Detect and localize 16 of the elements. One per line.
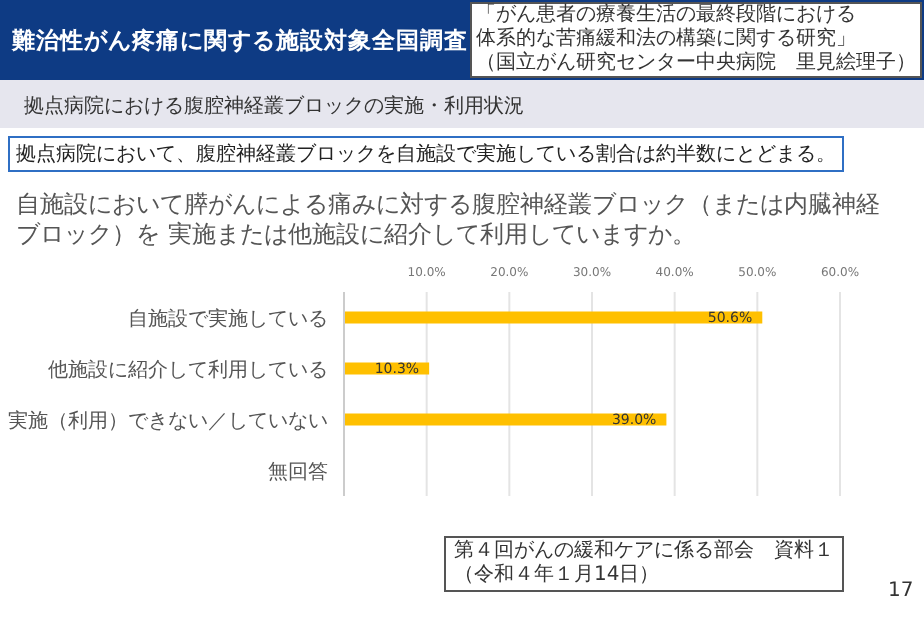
text: （令和４年１月14日） [454,564,662,588]
text: 拠点病院において、腹腔神経叢ブロックを自施設で実施している割合は約半数にとどまる。 [8,136,844,172]
text: 「がん患者の療養生活の最終段階における [476,4,858,27]
chart-subtitle: 拠点病院における腹腔神経叢ブロックの実施・利用状況 [24,93,524,120]
y-tick-label: 無回答 [268,459,328,484]
text: 17 [888,580,914,602]
bar [344,311,763,324]
y-tick-label: 自施設で実施している [128,306,328,331]
text: 体系的な苦痛緩和法の構築に関する研究」 [476,28,858,51]
text: 第４回がんの緩和ケアに係る部会 資料１ [454,540,834,563]
y-tick-label: 実施（利用）できない／していない [8,408,328,433]
bar [344,413,667,426]
y-tick-label: 他施設に紹介して利用している [48,357,328,382]
text: 難治性がん疼痛に関する施設対象全国調査 [12,26,468,56]
chart-title: 自施設において膵がんによる痛みに対する腹腔神経叢ブロック（または内臓神経ブロック）を 実施または他施設に紹介して利用していますか。 [16,190,882,250]
text: （国立がん研究センター中央病院 里見絵理子） [476,52,916,76]
